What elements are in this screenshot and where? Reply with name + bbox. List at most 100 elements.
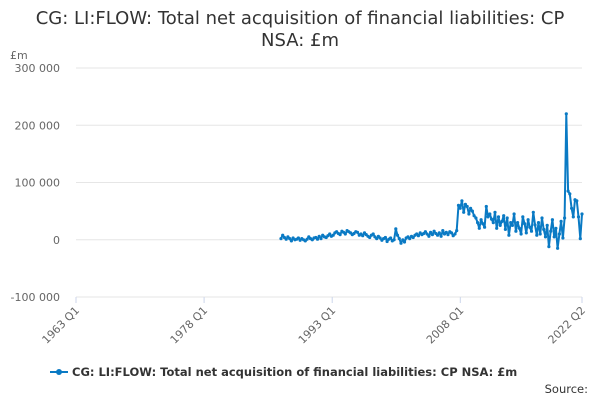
data-point[interactable] [545,223,549,227]
data-point[interactable] [571,215,575,219]
data-point[interactable] [519,232,523,236]
data-point[interactable] [389,236,393,240]
data-point[interactable] [408,237,412,241]
data-point[interactable] [523,222,527,226]
data-point[interactable] [540,216,544,220]
data-point[interactable] [502,214,506,218]
data-point[interactable] [296,236,300,240]
data-point[interactable] [564,112,568,116]
data-point[interactable] [281,233,285,237]
data-point[interactable] [338,233,342,237]
data-point[interactable] [510,223,514,227]
data-point[interactable] [479,218,483,222]
data-point[interactable] [483,225,487,229]
data-point[interactable] [568,192,572,196]
data-point[interactable] [343,232,347,236]
data-point[interactable] [458,206,462,210]
data-point[interactable] [439,234,443,238]
data-point[interactable] [498,223,502,227]
data-point[interactable] [284,237,288,241]
data-point[interactable] [474,216,478,220]
data-point[interactable] [524,231,528,235]
data-point[interactable] [289,239,293,243]
data-point[interactable] [557,232,562,236]
data-point[interactable] [514,229,518,233]
data-point[interactable] [444,230,448,234]
data-point[interactable] [543,235,548,239]
data-point[interactable] [533,223,537,227]
data-point[interactable] [512,212,516,216]
data-point[interactable] [319,237,323,241]
data-point[interactable] [453,232,457,236]
data-point[interactable] [288,237,292,241]
data-point[interactable] [575,199,579,203]
data-point[interactable] [563,216,567,220]
data-point[interactable] [383,235,387,240]
data-point[interactable] [368,235,372,240]
data-point[interactable] [385,239,389,244]
data-point[interactable] [355,230,360,234]
data-point[interactable] [489,217,494,221]
data-point[interactable] [425,232,429,236]
data-point[interactable] [476,221,480,225]
data-point[interactable] [399,241,403,245]
data-point[interactable] [509,221,513,225]
data-point[interactable] [529,229,534,233]
data-point[interactable] [550,218,555,222]
data-point[interactable] [392,238,396,242]
data-point[interactable] [549,229,553,233]
data-point[interactable] [416,234,420,238]
data-point[interactable] [556,246,560,250]
data-point[interactable] [463,202,467,206]
data-point[interactable] [493,210,497,214]
data-point[interactable] [455,229,459,233]
data-point[interactable] [432,229,436,233]
data-point[interactable] [375,237,379,241]
data-point[interactable] [561,236,565,240]
data-point[interactable] [542,227,546,231]
data-point[interactable] [411,235,415,240]
data-point[interactable] [331,233,335,237]
data-point[interactable] [503,227,507,231]
legend[interactable]: CG: LI:FLOW: Total net acquisition of fi… [50,365,517,379]
data-point[interactable] [305,237,309,241]
data-point[interactable] [449,231,454,235]
data-point[interactable] [436,233,440,237]
data-point[interactable] [437,231,441,235]
data-point[interactable] [429,230,433,234]
data-point[interactable] [378,236,382,240]
data-point[interactable] [507,233,511,237]
data-point[interactable] [536,221,541,225]
data-point[interactable] [328,232,332,236]
data-point[interactable] [535,233,539,237]
data-point[interactable] [559,219,563,223]
data-point[interactable] [570,206,574,210]
data-point[interactable] [580,212,584,216]
data-point[interactable] [470,209,474,213]
data-point[interactable] [397,237,401,241]
data-point[interactable] [488,212,492,216]
data-point[interactable] [554,226,558,230]
data-point[interactable] [495,226,499,230]
data-point[interactable] [505,216,509,220]
data-point[interactable] [477,226,481,230]
data-point[interactable] [394,227,398,231]
data-point[interactable] [496,215,501,219]
data-point[interactable] [531,210,535,214]
data-point[interactable] [484,204,488,209]
data-point[interactable] [528,225,532,229]
data-point[interactable] [423,230,427,234]
data-point[interactable] [279,237,283,241]
data-point[interactable] [317,234,321,238]
data-point[interactable] [395,233,400,237]
data-point[interactable] [401,238,405,242]
data-point[interactable] [371,232,375,236]
data-point[interactable] [521,215,525,219]
data-point[interactable] [456,203,461,207]
data-point[interactable] [491,221,495,225]
data-point[interactable] [361,234,365,238]
data-point[interactable] [315,237,320,241]
data-point[interactable] [552,235,556,239]
data-point[interactable] [465,204,469,209]
data-point[interactable] [430,233,434,237]
